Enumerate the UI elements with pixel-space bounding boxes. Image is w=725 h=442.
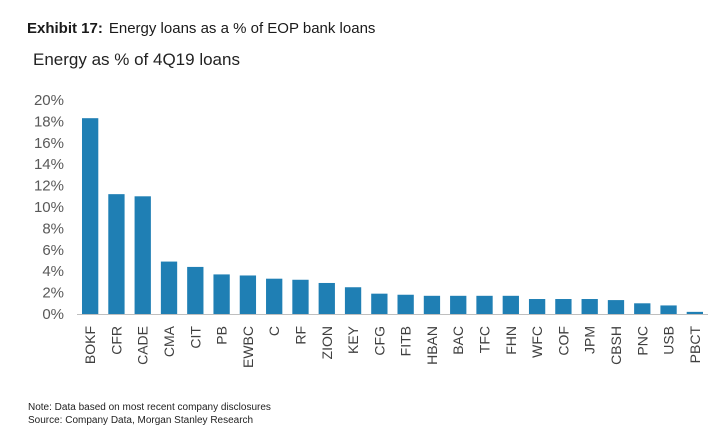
bar-fhn bbox=[502, 295, 519, 314]
exhibit-title: Energy loans as a % of EOP bank loans bbox=[108, 20, 376, 37]
x-tick-label: CFR bbox=[108, 326, 124, 355]
bar-pbct bbox=[686, 311, 704, 314]
x-tick-label: RF bbox=[292, 326, 308, 345]
x-tick-label: FHN bbox=[503, 326, 519, 355]
x-tick-label: JPM bbox=[582, 326, 598, 354]
x-tick-label: PBCT bbox=[687, 326, 703, 364]
y-tick-label: 0% bbox=[42, 306, 64, 323]
x-tick-label: ZION bbox=[319, 326, 335, 359]
chart-title: Energy as % of 4Q19 loans bbox=[33, 50, 240, 69]
x-tick-label: PNC bbox=[634, 326, 650, 356]
bar-pb bbox=[213, 274, 230, 314]
bars bbox=[81, 118, 704, 314]
x-tick-label: CFG bbox=[371, 326, 387, 356]
y-tick-label: 16% bbox=[34, 135, 64, 152]
bar-pnc bbox=[634, 303, 651, 314]
bar-cit bbox=[187, 266, 204, 314]
bar-fitb bbox=[397, 294, 414, 314]
x-tick-label: KEY bbox=[345, 325, 361, 354]
y-tick-label: 2% bbox=[42, 285, 64, 302]
bar-cbsh bbox=[607, 300, 625, 314]
footnotes: Note: Data based on most recent company … bbox=[28, 401, 271, 427]
y-tick-label: 10% bbox=[34, 199, 64, 216]
bar-ewbc bbox=[239, 275, 257, 314]
x-tick-label: HBAN bbox=[424, 326, 440, 365]
y-tick-label: 14% bbox=[34, 156, 64, 173]
exhibit-heading: Exhibit 17: Energy loans as a % of EOP ba… bbox=[27, 20, 375, 37]
bar-usb bbox=[660, 305, 677, 314]
y-tick-label: 12% bbox=[34, 178, 64, 195]
x-tick-label: BOKF bbox=[82, 326, 98, 364]
source-text: Source: Company Data, Morgan Stanley Res… bbox=[28, 415, 254, 426]
x-tick-label: COF bbox=[555, 326, 571, 356]
x-tick-label: WFC bbox=[529, 326, 545, 358]
bar-bac bbox=[450, 295, 467, 314]
y-tick-label: 18% bbox=[34, 113, 64, 130]
x-tick-label: TFC bbox=[477, 326, 493, 353]
x-tick-label: USB bbox=[661, 326, 677, 355]
bar-cof bbox=[555, 299, 572, 314]
bar-bokf bbox=[81, 118, 99, 314]
x-axis-labels: BOKF CFR CADE CMA CIT PB EWBC C RF ZION KEY CFG FITB… bbox=[82, 325, 703, 368]
x-tick-label: CIT bbox=[187, 326, 203, 349]
bar-jpm bbox=[581, 299, 598, 314]
bar-cade bbox=[134, 196, 151, 314]
x-tick-label: CBSH bbox=[608, 326, 624, 365]
bar-cfg bbox=[371, 293, 388, 314]
y-axis: 0% 2% 4% 6% 8% 10% 12% 14% 16% 18% 20% bbox=[34, 92, 64, 323]
note-text: Note: Data based on most recent company … bbox=[28, 402, 271, 413]
y-tick-label: 8% bbox=[42, 220, 64, 237]
x-tick-label: C bbox=[266, 326, 282, 336]
y-tick-label: 4% bbox=[42, 263, 64, 280]
bar-cma bbox=[160, 261, 178, 314]
x-tick-label: BAC bbox=[450, 326, 466, 355]
bar-key bbox=[344, 287, 362, 314]
y-tick-label: 20% bbox=[34, 92, 64, 109]
y-tick-label: 6% bbox=[42, 242, 64, 259]
bar-c bbox=[266, 278, 283, 314]
bar-cfr bbox=[108, 194, 125, 314]
x-tick-label: EWBC bbox=[240, 326, 256, 368]
bar-hban bbox=[423, 295, 441, 314]
bar-tfc bbox=[476, 295, 493, 314]
x-tick-label: FITB bbox=[398, 326, 414, 356]
x-tick-label: PB bbox=[214, 326, 230, 345]
x-tick-label: CMA bbox=[161, 325, 177, 357]
exhibit-label: Exhibit 17: bbox=[27, 20, 103, 37]
bar-rf bbox=[292, 279, 309, 314]
x-tick-label: CADE bbox=[135, 326, 151, 365]
bar-wfc bbox=[528, 299, 546, 314]
bar-zion bbox=[318, 282, 335, 314]
